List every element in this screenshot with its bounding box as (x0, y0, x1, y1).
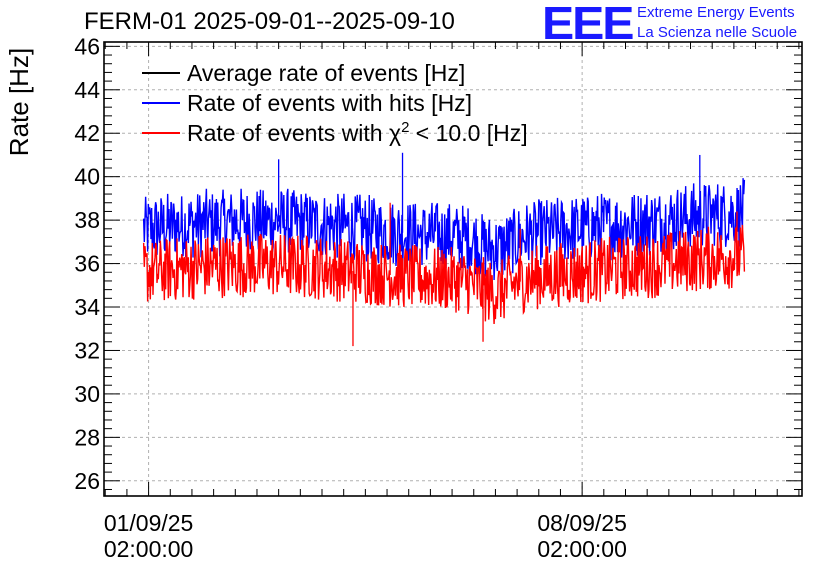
x-tick-label-time: 02:00:00 (537, 536, 627, 562)
series-line-2 (142, 224, 746, 325)
y-tick-label: 36 (74, 251, 100, 277)
y-tick-label: 28 (74, 424, 100, 450)
y-tick-label: 30 (74, 381, 100, 407)
eee-logo-text: Extreme Energy Events La Scienza nelle S… (637, 3, 797, 43)
chart-title: FERM-01 2025-09-01--2025-09-10 (84, 8, 455, 35)
y-tick-label: 38 (74, 207, 100, 233)
y-tick-label: 42 (74, 120, 100, 146)
legend-label: Average rate of events [Hz] (187, 60, 465, 86)
logo-line-1: Extreme Energy Events (637, 4, 795, 21)
y-axis-label: Rate [Hz] (4, 48, 34, 156)
legend-label: Rate of events with hits [Hz] (187, 90, 472, 116)
plot-frame (103, 41, 803, 497)
y-tick-label: 46 (74, 33, 100, 59)
x-tick-label-time: 02:00:00 (104, 536, 194, 562)
y-tick-label: 44 (74, 77, 100, 103)
y-tick-label: 40 (74, 164, 100, 190)
x-tick-label-date: 01/09/25 (104, 510, 194, 536)
x-tick-label-date: 08/09/25 (537, 510, 627, 536)
y-tick-label: 32 (74, 337, 100, 363)
y-tick-label: 26 (74, 468, 100, 494)
legend-label: Rate of events with χ2 < 10.0 [Hz] (187, 119, 528, 146)
logo-line-2: La Scienza nelle Scuole (637, 24, 798, 41)
y-tick-label: 34 (74, 294, 100, 320)
eee-logo: EEE (542, 0, 634, 49)
